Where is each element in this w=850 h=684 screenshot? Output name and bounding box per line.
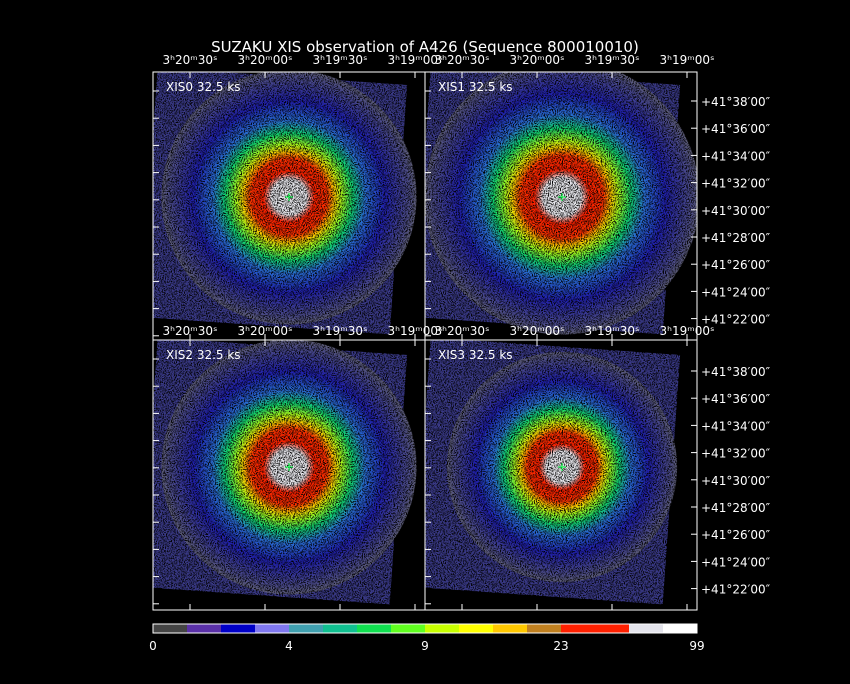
dec-tick-label: +41°26′00″	[701, 528, 771, 542]
colorbar-cell	[527, 624, 561, 633]
xray-image	[153, 340, 417, 605]
dec-tick-label: +41°34′00″	[701, 419, 771, 433]
colorbar-cell	[289, 624, 323, 633]
colorbar-cell	[425, 624, 459, 633]
colorbar-frame	[152, 623, 698, 634]
panel-label: XIS0 32.5 ks	[166, 80, 241, 94]
ra-tick-label: 3ʰ20ᵐ00ˢ	[510, 53, 565, 67]
ra-tick-label: 3ʰ19ᵐ30ˢ	[585, 324, 640, 338]
center-cross	[558, 193, 566, 201]
ra-tick-label: 3ʰ19ᵐ30ˢ	[313, 53, 368, 67]
ra-tick-label: 3ʰ20ᵐ30ˢ	[163, 53, 218, 67]
colorbar-label: 4	[285, 639, 293, 653]
dec-tick-label: +41°30′00″	[701, 204, 771, 218]
dec-tick-label: +41°24′00″	[701, 285, 771, 299]
dec-tick-label: +41°32′00″	[701, 177, 771, 191]
ra-tick-label: 3ʰ19ᵐ00ˢ	[388, 324, 443, 338]
ra-tick-label: 3ʰ20ᵐ30ˢ	[435, 53, 490, 67]
xray-image	[425, 340, 681, 605]
colorbar-label: 9	[421, 639, 429, 653]
colorbar-cell	[323, 624, 357, 633]
colorbar-cell	[493, 624, 527, 633]
panel-frame	[424, 339, 698, 611]
colorbar-cell	[561, 624, 595, 633]
dec-tick-label: +41°32′00″	[701, 447, 771, 461]
ra-tick-label: 3ʰ20ᵐ00ˢ	[238, 324, 293, 338]
image-square	[153, 340, 417, 605]
dec-tick-label: +41°34′00″	[701, 149, 771, 163]
ra-tick-label: 3ʰ20ᵐ30ˢ	[435, 324, 490, 338]
colorbar-label: 99	[689, 639, 704, 653]
ra-tick-label: 3ʰ20ᵐ00ˢ	[510, 324, 565, 338]
dec-tick-label: +41°22′00″	[701, 583, 771, 597]
dec-tick-label: +41°36′00″	[701, 392, 771, 406]
dec-tick-label: +41°28′00″	[701, 231, 771, 245]
colorbar-cell	[629, 624, 663, 633]
title: SUZAKU XIS observation of A426 (Sequence…	[211, 38, 639, 56]
colorbar-label: 23	[553, 639, 568, 653]
image-square	[153, 72, 417, 335]
center-cross	[558, 463, 566, 471]
ra-tick-label: 3ʰ20ᵐ00ˢ	[238, 53, 293, 67]
panel-label: XIS3 32.5 ks	[438, 348, 513, 362]
dec-tick-label: +41°24′00″	[701, 555, 771, 569]
xray-image	[425, 72, 697, 335]
colorbar-cell	[663, 624, 697, 633]
colorbar-label: 0	[149, 639, 157, 653]
panel-label: XIS1 32.5 ks	[438, 80, 513, 94]
colorbar-cell	[459, 624, 493, 633]
ra-tick-label: 3ʰ19ᵐ00ˢ	[660, 53, 715, 67]
dec-tick-label: +41°28′00″	[701, 501, 771, 515]
dec-tick-label: +41°26′00″	[701, 258, 771, 272]
center-cross	[285, 463, 293, 471]
ra-tick-label: 3ʰ19ᵐ00ˢ	[660, 324, 715, 338]
image-square	[425, 340, 681, 605]
colorbar-cell	[187, 624, 221, 633]
panel-label: XIS2 32.5 ks	[166, 348, 241, 362]
dec-tick-label: +41°30′00″	[701, 474, 771, 488]
ra-tick-label: 3ʰ19ᵐ00ˢ	[388, 53, 443, 67]
colorbar-cell	[153, 624, 187, 633]
colorbar-cell	[221, 624, 255, 633]
colorbar-cell	[391, 624, 425, 633]
dec-tick-label: +41°36′00″	[701, 122, 771, 136]
xray-image	[153, 72, 417, 335]
ra-tick-label: 3ʰ19ᵐ30ˢ	[313, 324, 368, 338]
ra-tick-label: 3ʰ19ᵐ30ˢ	[585, 53, 640, 67]
ra-tick-label: 3ʰ20ᵐ30ˢ	[163, 324, 218, 338]
dec-tick-label: +41°38′00″	[701, 95, 771, 109]
dec-tick-label: +41°22′00″	[701, 313, 771, 327]
dec-tick-label: +41°38′00″	[701, 365, 771, 379]
colorbar-cell	[595, 624, 629, 633]
center-cross	[285, 193, 293, 201]
colorbar-cell	[357, 624, 391, 633]
colorbar-cell	[255, 624, 289, 633]
